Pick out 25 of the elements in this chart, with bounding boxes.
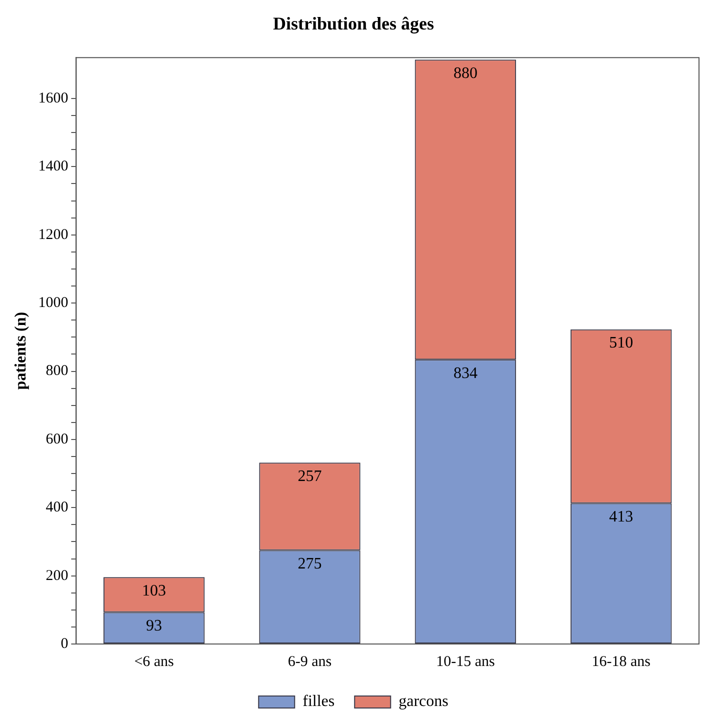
data-label: 413 xyxy=(609,508,634,526)
x-tick-label: 16-18 ans xyxy=(592,654,651,670)
data-label: 93 xyxy=(146,617,162,634)
data-label: 275 xyxy=(298,555,322,572)
x-tick-label: <6 ans xyxy=(134,654,174,670)
x-tick-label: 6-9 ans xyxy=(288,654,332,670)
y-tick-label: 600 xyxy=(46,431,68,448)
y-tick-label: 1200 xyxy=(38,226,68,243)
data-label: 510 xyxy=(609,334,634,352)
chart-title: Distribution des âges xyxy=(272,13,434,34)
y-tick-label: 400 xyxy=(46,500,68,516)
y-tick-label: 800 xyxy=(46,363,68,380)
legend-label: filles xyxy=(302,693,335,710)
y-axis-title: patients (n) xyxy=(12,312,30,390)
data-label: 103 xyxy=(142,582,166,600)
y-tick-label: 200 xyxy=(46,568,68,584)
x-tick-label: 10-15 ans xyxy=(436,654,495,670)
y-tick-label: 1000 xyxy=(38,295,68,312)
y-tick-label: 1600 xyxy=(38,90,68,106)
y-tick-label: 1400 xyxy=(38,158,68,175)
data-label: 880 xyxy=(453,64,478,82)
y-tick-label: 0 xyxy=(60,636,68,652)
data-label: 257 xyxy=(298,468,322,485)
data-label: 834 xyxy=(453,364,478,382)
legend-label: garcons xyxy=(398,693,448,710)
